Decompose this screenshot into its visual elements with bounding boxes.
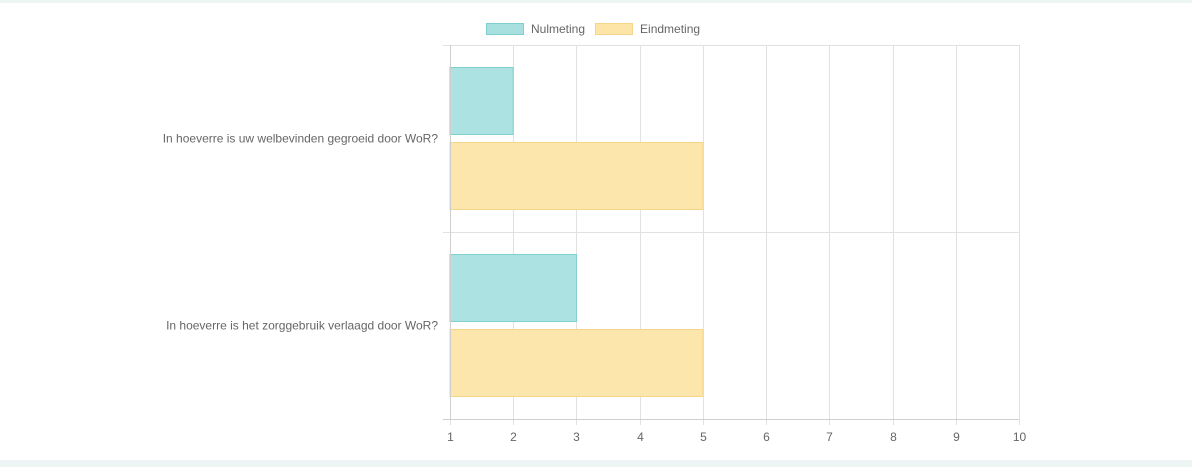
x-tick-label: 6 — [763, 430, 770, 444]
x-tick-label: 8 — [890, 430, 897, 444]
legend-swatch-nulmeting — [486, 23, 524, 35]
x-tick-label: 3 — [573, 430, 580, 444]
x-tick-label: 9 — [953, 430, 960, 444]
bottom-band — [0, 460, 1192, 467]
x-tick-label: 4 — [637, 430, 644, 444]
x-tick-label: 5 — [700, 430, 707, 444]
chart-legend: Nulmeting Eindmeting — [486, 21, 710, 37]
x-tick-label: 1 — [447, 430, 454, 444]
bar-nulmeting — [449, 67, 514, 135]
bar-layer — [449, 67, 704, 397]
x-tick-label: 7 — [826, 430, 833, 444]
axis-layer — [443, 45, 1019, 420]
x-tick-label: 2 — [510, 430, 517, 444]
bar-eindmeting — [449, 329, 704, 397]
bar-nulmeting — [449, 254, 577, 322]
category-label: In hoeverre is uw welbevinden gegroeid d… — [163, 132, 439, 146]
legend-label-eindmeting: Eindmeting — [640, 22, 701, 36]
category-label: In hoeverre is het zorggebruik verlaagd … — [166, 319, 438, 333]
legend-item-nulmeting[interactable]: Nulmeting — [486, 22, 585, 36]
bar-eindmeting — [449, 142, 704, 210]
legend-swatch-eindmeting — [595, 23, 634, 35]
legend-item-eindmeting[interactable]: Eindmeting — [595, 22, 700, 36]
label-layer: 1 2 3 4 5 6 7 8 9 10 In hoeverre is uw welbevinden… — [163, 132, 1027, 445]
x-tick-label: 10 — [1013, 430, 1027, 444]
top-band — [0, 0, 1192, 3]
legend-label-nulmeting: Nulmeting — [531, 22, 586, 36]
